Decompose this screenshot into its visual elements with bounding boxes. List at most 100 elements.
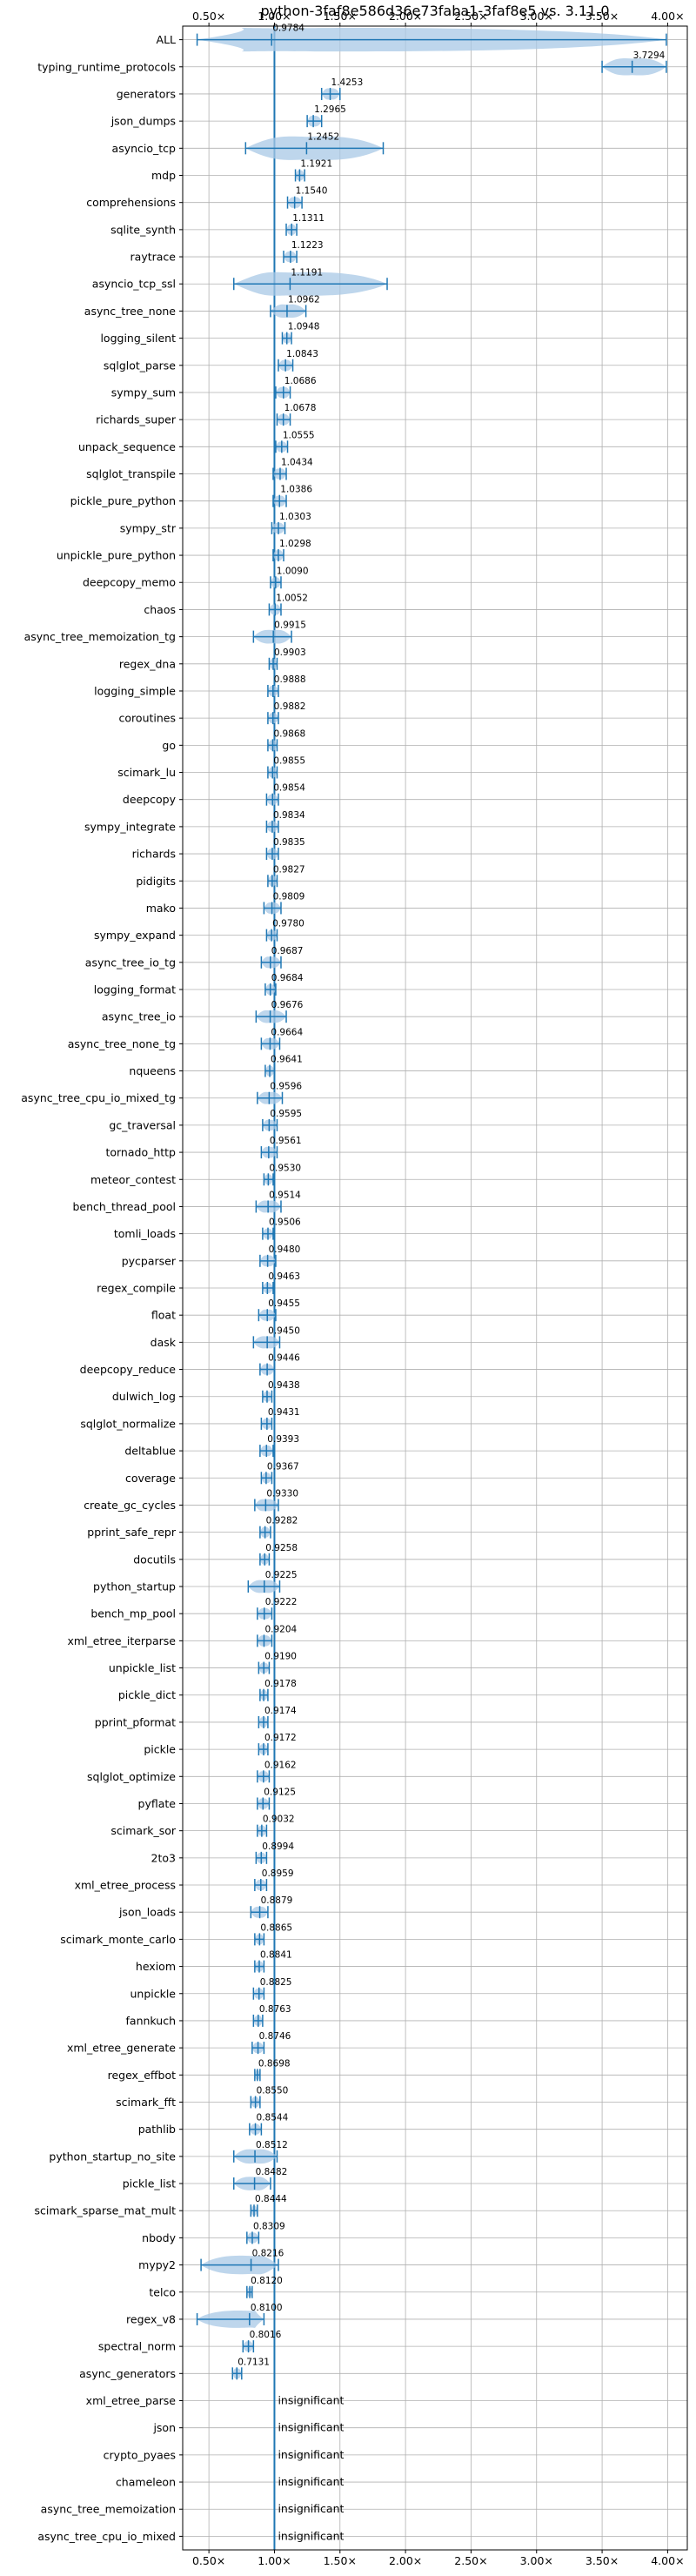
violin: 0.9835 xyxy=(265,837,305,861)
value-label: 0.9178 xyxy=(264,1679,297,1689)
value-label: 0.9172 xyxy=(264,1733,297,1743)
category-label: 2to3 xyxy=(151,1851,176,1864)
category-label: pyflate xyxy=(138,1797,177,1810)
violin: 1.1223 xyxy=(283,240,324,264)
value-label: 0.9835 xyxy=(273,837,305,848)
violin: 0.9882 xyxy=(267,701,305,725)
category-label: pycparser xyxy=(122,1254,177,1267)
category-label: xml_etree_process xyxy=(75,1879,176,1892)
violin: 0.9676 xyxy=(255,1000,304,1023)
value-label: 0.8512 xyxy=(256,2140,288,2150)
violin: 0.9162 xyxy=(257,1760,297,1783)
value-label: 0.8544 xyxy=(257,2113,289,2123)
value-label: 1.1540 xyxy=(296,186,328,197)
category-label: async_tree_none xyxy=(84,305,177,318)
category-label: sympy_expand xyxy=(94,929,176,942)
category-label: asyncio_tcp xyxy=(112,142,177,155)
value-label: 0.9438 xyxy=(268,1380,300,1391)
category-label: scimark_sparse_mat_mult xyxy=(35,2204,177,2217)
value-label: 0.8994 xyxy=(262,1841,294,1852)
category-label: mdp xyxy=(151,169,176,182)
value-label: 0.9855 xyxy=(273,756,305,767)
violin: 0.9684 xyxy=(264,973,304,996)
category-label: meteor_contest xyxy=(90,1173,176,1186)
value-label: 1.0555 xyxy=(283,430,315,440)
violin: 0.8550 xyxy=(250,2086,289,2109)
violin: 0.9174 xyxy=(258,1706,297,1728)
violin: 0.8763 xyxy=(252,2004,291,2027)
category-label: regex_effbot xyxy=(108,2069,176,2082)
value-label: 0.9664 xyxy=(271,1027,303,1037)
value-label: 0.9684 xyxy=(271,973,304,983)
violin: 1.4253 xyxy=(320,77,363,100)
violin: 0.9915 xyxy=(252,621,306,644)
value-label: 0.9561 xyxy=(270,1136,302,1146)
category-label: comprehensions xyxy=(86,196,176,209)
plot-area: 0.9784 3.7294 1.4253 1.2965 1.2452 1.1921 1.15… xyxy=(196,23,667,2550)
violin: 0.9431 xyxy=(260,1407,300,1430)
x-tick-label: 0.50× xyxy=(192,10,225,23)
violin: 0.8444 xyxy=(250,2194,287,2217)
category-label: json xyxy=(152,2421,176,2434)
x-tick-label: 2.00× xyxy=(389,2554,422,2567)
category-label: xml_etree_iterparse xyxy=(67,1634,176,1647)
value-label: 0.9506 xyxy=(269,1218,301,1228)
value-label: 0.8016 xyxy=(250,2330,282,2340)
violin: 0.9854 xyxy=(265,783,305,806)
violin: 0.8016 xyxy=(242,2330,282,2353)
category-label: sympy_sum xyxy=(111,386,176,399)
violin: 0.9178 xyxy=(259,1679,297,1701)
category-label: async_tree_cpu_io_mixed xyxy=(37,2530,176,2543)
category-label: regex_dna xyxy=(119,657,176,670)
insignificant-label: insignificant xyxy=(278,2502,344,2515)
value-label: 0.9595 xyxy=(270,1109,302,1119)
category-label: async_tree_none_tg xyxy=(68,1037,176,1050)
violin: 1.0303 xyxy=(271,512,311,534)
category-label: regex_compile xyxy=(97,1282,176,1295)
value-label: 1.0052 xyxy=(276,593,308,603)
x-tick-label: 4.00× xyxy=(651,10,684,23)
value-label: 1.0678 xyxy=(284,403,317,413)
violin: 0.9855 xyxy=(267,756,305,779)
violin: 1.0948 xyxy=(281,322,319,345)
violin: 0.9596 xyxy=(257,1082,302,1104)
violin: 1.1921 xyxy=(294,159,332,182)
value-label: 0.9282 xyxy=(266,1516,298,1526)
value-label: 0.9827 xyxy=(273,864,305,875)
x-tick-label: 3.50× xyxy=(586,2554,619,2567)
y-axis: ALL typing_runtime_protocols generators jso… xyxy=(21,33,183,2543)
value-label: 0.8309 xyxy=(253,2221,285,2231)
value-label: 1.0843 xyxy=(286,349,318,359)
category-label: richards xyxy=(132,848,176,861)
category-label: deepcopy_memo xyxy=(83,576,176,589)
insignificant-label: insignificant xyxy=(278,2475,344,2488)
category-label: float xyxy=(151,1309,176,1322)
value-label: 3.7294 xyxy=(633,50,666,61)
violin: 0.9595 xyxy=(262,1109,302,1131)
violin: 1.0962 xyxy=(270,294,320,319)
value-label: 0.8216 xyxy=(252,2249,284,2259)
category-label: coroutines xyxy=(119,712,176,725)
violin: 0.9809 xyxy=(263,891,304,915)
violin: 1.0090 xyxy=(270,566,309,589)
category-label: scimark_monte_carlo xyxy=(60,1933,176,1946)
violin: 1.0678 xyxy=(276,403,317,426)
value-label: 1.1191 xyxy=(291,267,323,278)
category-label: pathlib xyxy=(138,2123,176,2136)
category-label: unpickle xyxy=(130,1987,176,2000)
value-label: 0.9225 xyxy=(265,1570,298,1580)
value-label: 0.9174 xyxy=(264,1706,297,1716)
value-label: 0.8550 xyxy=(257,2086,289,2096)
violin: 0.9868 xyxy=(267,728,305,752)
violin: 0.8698 xyxy=(254,2058,291,2082)
category-label: scimark_fft xyxy=(116,2096,176,2109)
value-label: 1.1921 xyxy=(300,159,332,170)
value-label: 1.0962 xyxy=(288,294,320,305)
category-label: scimark_lu xyxy=(117,766,176,779)
chart-title: python-3faf8e586d36e73faba1-3faf8e5 vs. … xyxy=(260,3,609,19)
category-label: pickle_dict xyxy=(118,1688,176,1701)
category-label: pidigits xyxy=(136,875,176,888)
x-tick-label: 4.00× xyxy=(651,2554,684,2567)
value-label: 0.9367 xyxy=(267,1461,299,1472)
